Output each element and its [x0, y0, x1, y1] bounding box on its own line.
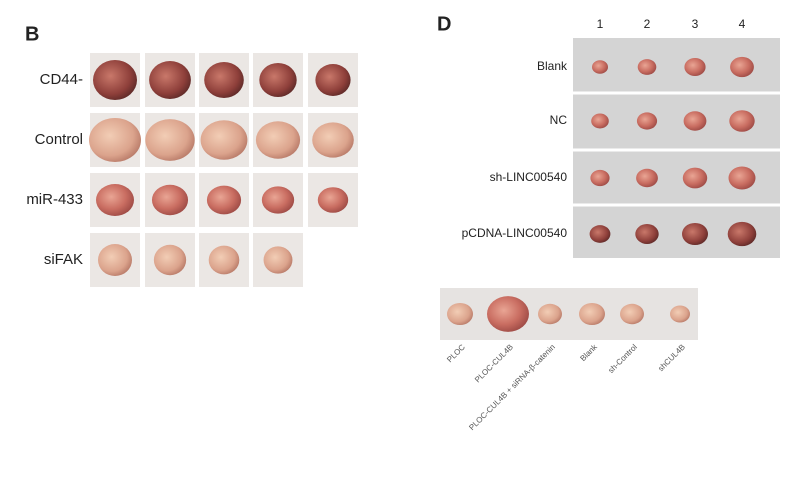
- tumor: [204, 62, 244, 98]
- tumor: [259, 63, 297, 97]
- tumor: [684, 57, 706, 77]
- sample-label: PLOC-CUL4B + siRNA-β-catenin: [467, 343, 557, 433]
- column-label: 2: [644, 17, 651, 31]
- tumor: [447, 302, 473, 326]
- tumor: [153, 244, 187, 276]
- column-label: 1: [597, 17, 604, 31]
- panel-letter: D: [437, 13, 451, 35]
- photo-background: [440, 288, 698, 340]
- tumor: [93, 60, 137, 100]
- tumor: [682, 222, 708, 246]
- row-label: CD44-: [40, 71, 83, 88]
- tumor: [730, 56, 754, 78]
- tumor: [206, 185, 242, 215]
- tumor: [98, 244, 132, 276]
- tumor: [636, 168, 658, 188]
- row-label: Blank: [537, 59, 568, 73]
- panel-letter: B: [25, 23, 39, 45]
- tumor: [592, 60, 608, 74]
- tumor: [317, 187, 349, 213]
- tumor: [729, 110, 755, 132]
- row-label: sh-LINC00540: [490, 170, 568, 184]
- tumor: [635, 224, 659, 244]
- tumor: [538, 303, 562, 325]
- row-label: Control: [35, 131, 83, 148]
- tumor: [89, 118, 141, 162]
- tumor: [683, 111, 707, 131]
- sample-label: PLOC: [445, 342, 467, 364]
- tumor: [96, 184, 134, 216]
- row-label: siFAK: [44, 251, 83, 268]
- tumor: [263, 246, 293, 274]
- row-label: NC: [550, 113, 568, 127]
- tumor: [312, 122, 354, 158]
- tumor: [682, 167, 708, 189]
- tumor: [149, 61, 191, 99]
- tumor: [589, 225, 611, 243]
- tumor: [261, 186, 295, 214]
- tumor: [636, 112, 658, 130]
- tumor: [151, 184, 189, 216]
- row-label: miR-433: [26, 191, 83, 208]
- sample-label: PLOC-CUL4B: [473, 343, 515, 385]
- tumor: [590, 169, 610, 187]
- column-label: 3: [692, 17, 699, 31]
- tumor: [620, 303, 644, 325]
- row-label: pCDNA-LINC00540: [462, 226, 568, 240]
- sample-label: shCUL4B: [656, 343, 687, 374]
- tumor: [591, 113, 609, 129]
- tumor: [579, 302, 605, 326]
- tumor: [670, 305, 690, 323]
- tumor: [200, 120, 248, 160]
- tumor: [145, 119, 195, 161]
- tumor: [727, 221, 757, 247]
- tumor: [255, 121, 301, 159]
- sample-label: Blank: [578, 342, 599, 363]
- sample-label: sh-Control: [606, 342, 639, 375]
- tumor: [315, 64, 351, 96]
- tumor: [208, 245, 240, 275]
- tumor: [728, 166, 756, 190]
- column-label: 4: [739, 17, 746, 31]
- tumor: [487, 296, 529, 332]
- tumor: [637, 59, 657, 75]
